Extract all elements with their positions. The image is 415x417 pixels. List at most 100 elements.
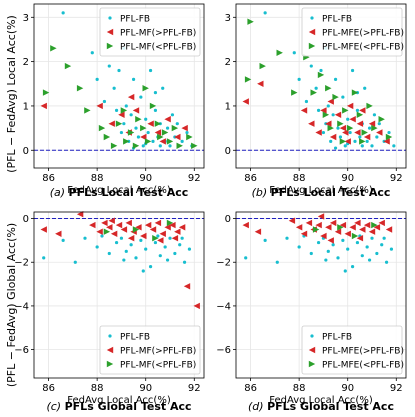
point-series-0 (119, 236, 124, 240)
point-series-1 (363, 221, 371, 229)
point-series-1 (317, 213, 325, 220)
y-tick-label: 2 (23, 57, 29, 68)
point-series-2 (291, 89, 298, 96)
legend-marker (310, 334, 314, 338)
point-series-0 (112, 86, 116, 90)
point-series-0 (319, 68, 323, 73)
point-series-0 (107, 64, 111, 68)
point-series-0 (367, 258, 372, 262)
point-series-1 (40, 102, 47, 110)
point-series-0 (350, 68, 355, 73)
point-series-0 (168, 144, 172, 148)
point-series-2 (103, 133, 111, 141)
point-series-0 (360, 144, 364, 148)
point-series-1 (327, 237, 334, 244)
point-series-1 (135, 224, 142, 231)
point-series-0 (333, 77, 338, 81)
point-series-1 (327, 98, 334, 105)
plot-frame (33, 3, 205, 169)
point-series-0 (139, 95, 143, 99)
point-series-1 (154, 129, 162, 136)
point-series-0 (326, 104, 330, 108)
top-y-axis-label: (PFL − FedAvg) Local Acc(%) (5, 15, 18, 173)
point-series-2 (337, 120, 344, 127)
point-series-2 (342, 107, 349, 114)
x-tick-label: 86 (244, 173, 257, 184)
point-series-0 (42, 256, 46, 260)
point-series-0 (329, 139, 333, 144)
point-series-0 (372, 113, 377, 117)
point-series-0 (131, 77, 136, 81)
point-series-1 (325, 224, 332, 231)
point-series-1 (373, 224, 381, 231)
point-series-2 (276, 49, 283, 56)
point-series-0 (124, 104, 128, 108)
point-series-0 (321, 130, 326, 135)
point-series-0 (148, 265, 153, 269)
point-series-0 (365, 245, 369, 249)
point-series-0 (375, 135, 379, 139)
y-tick-label: −2 (14, 258, 29, 269)
caption-label: (a) (50, 186, 69, 199)
caption-label: (c) (46, 400, 64, 413)
point-series-0 (124, 249, 128, 253)
point-series-0 (100, 234, 104, 238)
point-series-0 (178, 243, 182, 247)
point-series-1 (183, 283, 191, 290)
point-series-2 (84, 107, 91, 114)
point-series-2 (166, 138, 174, 145)
point-series-1 (344, 138, 351, 145)
point-series-2 (366, 102, 373, 110)
point-series-0 (141, 144, 145, 148)
y-tick-label: 3 (225, 13, 231, 24)
y-tick-label: −4 (216, 301, 231, 312)
point-series-0 (338, 135, 343, 139)
point-series-0 (326, 249, 330, 253)
point-series-0 (180, 139, 184, 144)
point-series-0 (367, 126, 372, 130)
point-series-2 (157, 133, 164, 141)
point-series-1 (315, 129, 322, 136)
point-series-0 (346, 117, 350, 121)
x-axis-label: FedAvg Local Acc(%) (67, 395, 171, 406)
point-series-1 (354, 129, 361, 136)
point-series-0 (119, 130, 124, 135)
point-series-2 (171, 124, 179, 132)
x-tick-label: 90 (341, 173, 354, 184)
point-series-0 (244, 256, 248, 260)
point-series-2 (140, 124, 147, 132)
point-series-0 (309, 64, 313, 68)
point-series-0 (263, 238, 267, 242)
legend-label: PFL-MFE(<PFL-FB) (322, 361, 404, 371)
point-series-1 (147, 120, 154, 127)
point-series-1 (132, 107, 140, 114)
point-series-2 (332, 93, 339, 101)
point-series-1 (325, 120, 332, 127)
caption-label: (d) (248, 400, 267, 413)
point-series-2 (166, 219, 174, 227)
x-tick-label: 86 (42, 173, 55, 184)
point-series-0 (341, 238, 345, 242)
plot-frame (33, 211, 205, 379)
legend-marker (308, 28, 316, 36)
point-series-2 (337, 224, 344, 231)
point-series-1 (334, 111, 342, 118)
point-series-0 (333, 146, 338, 150)
point-series-0 (95, 245, 99, 249)
chart-0: 86 88 90 92 0 1 2 3 FedAvg Local Acc(%)(a) PFLs … (23, 3, 205, 199)
x-tick-label: 88 (91, 173, 104, 184)
point-series-2 (371, 221, 378, 229)
point-series-0 (144, 247, 148, 251)
point-series-2 (110, 142, 118, 149)
point-series-2 (176, 142, 183, 149)
point-series-0 (168, 236, 172, 240)
point-series-2 (154, 120, 162, 127)
point-series-0 (151, 139, 155, 144)
point-series-1 (329, 219, 337, 227)
point-series-0 (316, 108, 321, 112)
y-tick-label: 0 (23, 214, 29, 225)
point-series-1 (174, 228, 181, 235)
point-series-1 (169, 221, 176, 229)
point-series-0 (353, 139, 357, 144)
point-series-0 (134, 256, 138, 260)
